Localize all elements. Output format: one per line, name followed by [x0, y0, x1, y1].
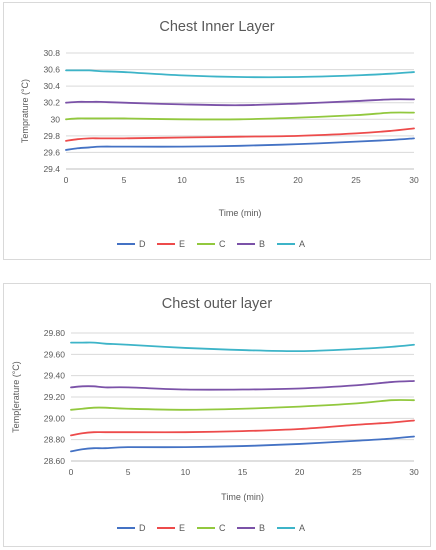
legend-item-B: B	[237, 523, 265, 533]
legend-item-C: C	[197, 239, 226, 249]
chart-panel-chest-outer: Chest outer layer 28.60 28.80 29.00 29.20 29.…	[3, 283, 431, 547]
x-tick-label: 10	[177, 175, 187, 185]
x-tick-label: 5	[126, 467, 131, 477]
series-line-D	[65, 137, 415, 151]
series-line-B	[65, 98, 415, 107]
x-tick-label: 10	[181, 467, 191, 477]
legend-item-E: E	[157, 239, 185, 249]
series-line-E	[70, 419, 415, 437]
x-tick-label: 15	[235, 175, 245, 185]
chest-inner-chart: Chest Inner Layer 29.4 29.6 29.8 30 30.2 30.4 3…	[20, 19, 419, 249]
y-tick-label: 30	[51, 114, 61, 124]
legend-label: E	[179, 239, 185, 249]
y-tick-label: 28.60	[44, 456, 66, 466]
x-axis-label: Time (min)	[219, 208, 262, 218]
y-tick-label: 29.8	[43, 131, 60, 141]
legend-label: C	[219, 523, 226, 533]
series-line-B	[70, 380, 415, 391]
x-tick-label: 30	[409, 175, 419, 185]
x-tick-label: 0	[69, 467, 74, 477]
x-tick-label: 20	[295, 467, 305, 477]
chart-panel-chest-inner: Chest Inner Layer 29.4 29.6 29.8 30 30.2 30.4 3…	[3, 2, 431, 260]
legend-item-A: A	[277, 239, 305, 249]
legend-label: D	[139, 239, 146, 249]
legend-item-D: D	[117, 523, 146, 533]
y-tick-label: 30.4	[43, 81, 60, 91]
x-tick-label: 25	[351, 175, 361, 185]
chart-title: Chest outer layer	[162, 296, 273, 312]
y-tick-label: 29.6	[43, 147, 60, 157]
x-tick-label: 20	[293, 175, 303, 185]
x-tick-label: 5	[122, 175, 127, 185]
legend-label: E	[179, 523, 185, 533]
legend-item-B: B	[237, 239, 265, 249]
y-tick-label: 29.40	[44, 371, 66, 381]
legend-label: A	[299, 523, 305, 533]
chest-outer-chart: Chest outer layer 28.60 28.80 29.00 29.20 29.…	[11, 296, 419, 533]
legend-label: A	[299, 239, 305, 249]
x-tick-label: 0	[64, 175, 69, 185]
series-line-C	[65, 111, 415, 121]
series-line-E	[65, 127, 415, 142]
y-tick-label: 30.6	[43, 65, 60, 75]
legend-item-A: A	[277, 523, 305, 533]
y-tick-label: 30.8	[43, 48, 60, 58]
y-axis-label: Temprature (°C)	[20, 79, 30, 143]
series-line-C	[70, 399, 415, 411]
series-line-D	[70, 435, 415, 453]
y-tick-label: 29.00	[44, 413, 66, 423]
y-tick-label: 29.80	[44, 328, 66, 338]
legend-label: B	[259, 523, 265, 533]
y-tick-label: 30.2	[43, 98, 60, 108]
x-tick-label: 25	[352, 467, 362, 477]
y-tick-label: 29.20	[44, 392, 66, 402]
x-axis-label: Time (min)	[221, 492, 264, 502]
legend-label: D	[139, 523, 146, 533]
series-line-A	[70, 341, 415, 353]
legend-item-C: C	[197, 523, 226, 533]
x-tick-label: 15	[238, 467, 248, 477]
legend-label: B	[259, 239, 265, 249]
y-tick-label: 29.4	[43, 164, 60, 174]
series-line-A	[65, 69, 415, 79]
y-tick-label: 29.60	[44, 349, 66, 359]
y-axis-label: Temp[erature (°C)	[11, 361, 21, 433]
legend-item-E: E	[157, 523, 185, 533]
y-tick-label: 28.80	[44, 435, 66, 445]
legend-item-D: D	[117, 239, 146, 249]
x-tick-label: 30	[409, 467, 419, 477]
chart-title: Chest Inner Layer	[159, 19, 274, 35]
legend-label: C	[219, 239, 226, 249]
